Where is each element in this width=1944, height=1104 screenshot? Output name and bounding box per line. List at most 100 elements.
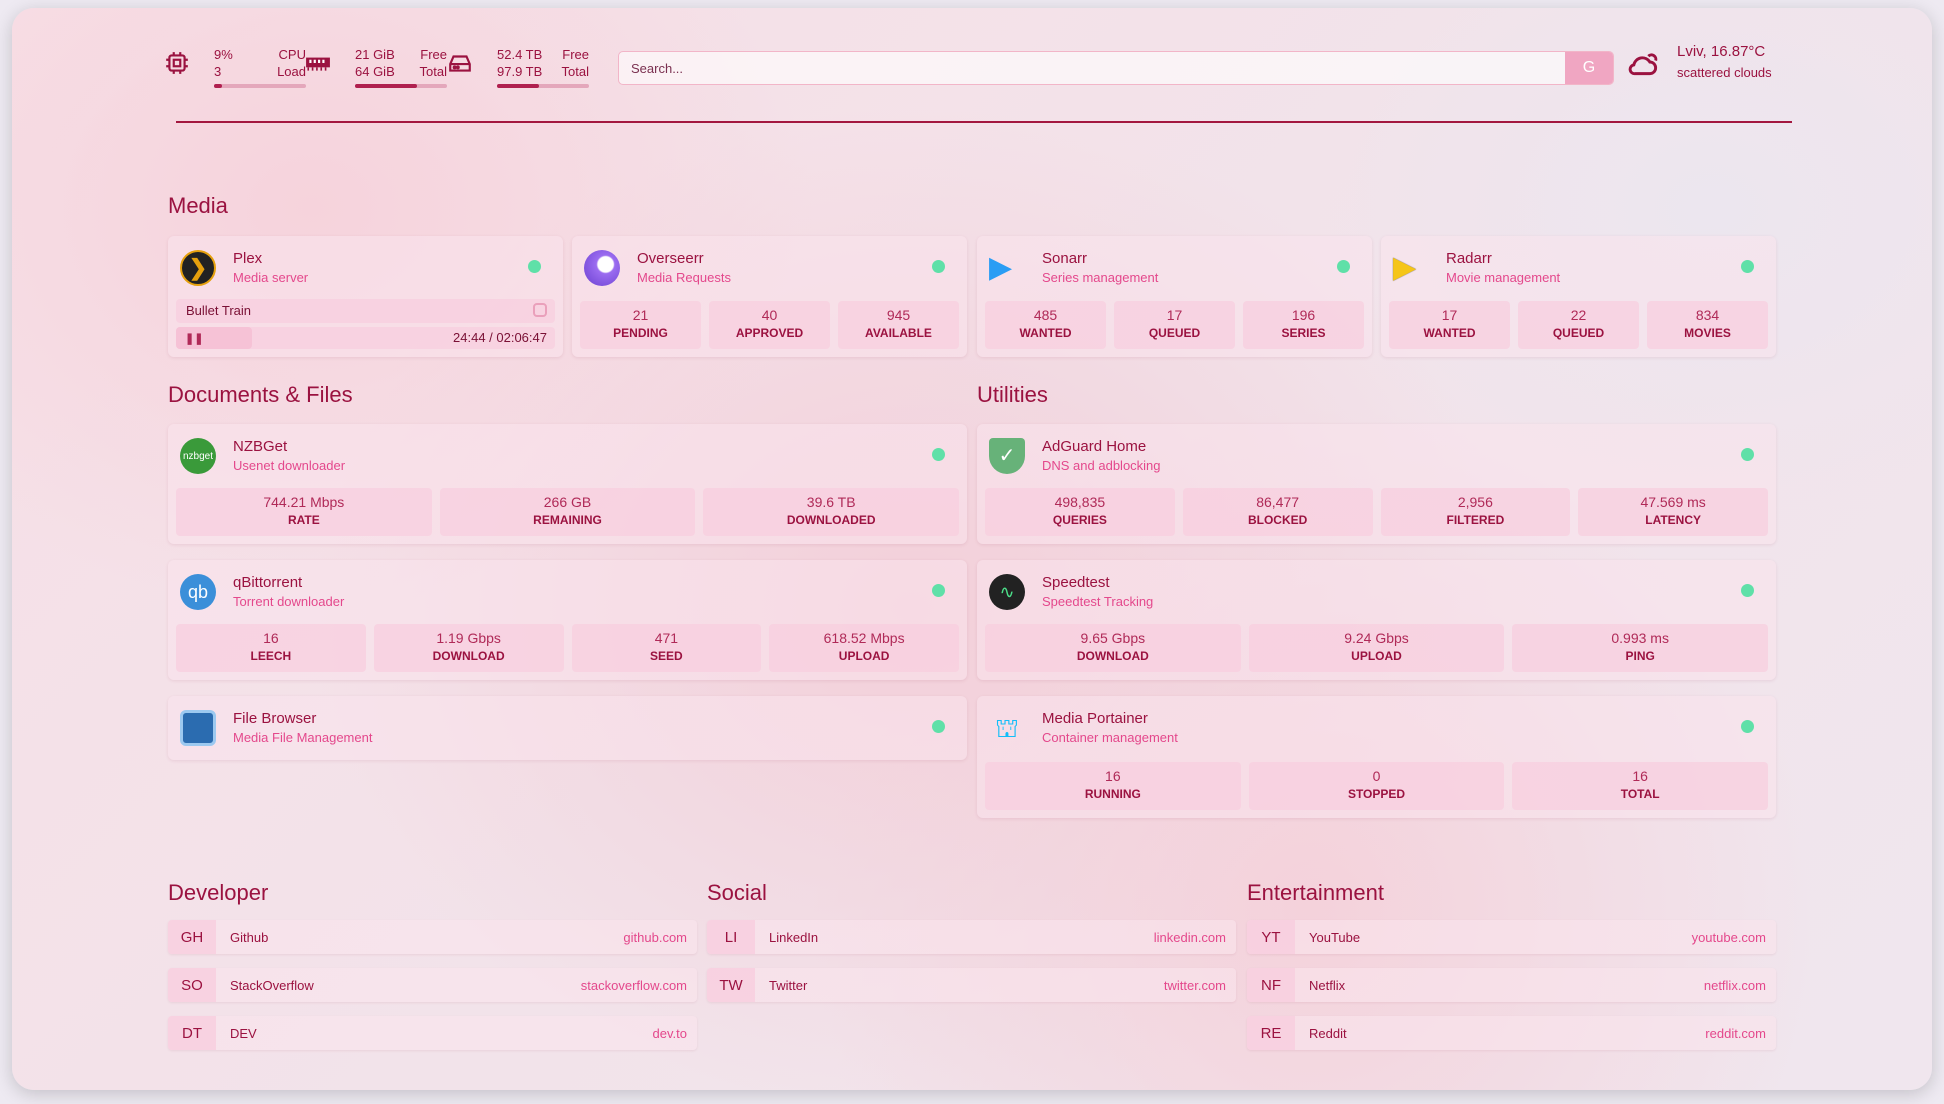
bookmark-url[interactable]: reddit.com [1705, 1025, 1766, 1041]
cloud-sun-icon [1628, 53, 1658, 76]
stat-value: 17 [1166, 307, 1183, 323]
bookmark-url[interactable]: twitter.com [1163, 977, 1226, 993]
stat-value: 0 [1372, 768, 1381, 784]
disk-total-label: Total [561, 64, 589, 79]
memory-bar [355, 84, 447, 88]
stream-icon [533, 303, 547, 317]
weather-condition: scattered clouds [1677, 65, 1772, 80]
stat-value: 9.65 Gbps [1080, 630, 1146, 646]
stat-block: 2,956 FILTERED [1380, 488, 1571, 536]
stat-block: 498,835 QUERIES [985, 488, 1175, 536]
service-card-media-portainer[interactable]: ⛫ Media Portainer Container management 1… [977, 696, 1776, 818]
service-name: Media Portainer [1042, 710, 1148, 727]
stat-value: 39.6 TB [806, 494, 856, 510]
bookmark-url[interactable]: netflix.com [1703, 977, 1766, 993]
stat-label: PENDING [613, 326, 668, 340]
bookmark-name: Twitter [769, 977, 808, 993]
bookmark-url[interactable]: linkedin.com [1153, 929, 1226, 945]
bookmark-abbr: LI [707, 920, 755, 954]
nzbget-icon: nzbget [180, 438, 216, 474]
stat-block: 1.19 Gbps DOWNLOAD [373, 624, 564, 672]
service-card-file-browser[interactable]: File Browser Media File Management [168, 696, 967, 760]
stat-value: 471 [654, 630, 679, 646]
stat-label: DOWNLOAD [1076, 649, 1149, 663]
memory-free-value: 21 GiB [355, 47, 395, 62]
hard-drive-icon [449, 55, 471, 72]
stat-value: 86,477 [1256, 494, 1300, 510]
dashboard: 9% 3 CPU Load 21 GiB 64 GiB Free Total 52.4 TB… [12, 8, 1932, 1090]
service-card-qbittorrent[interactable]: qb qBittorrent Torrent downloader 16 LEEC… [168, 560, 967, 680]
bookmark-url[interactable]: dev.to [652, 1025, 687, 1041]
bookmark-linkedin[interactable]: LI LinkedIn linkedin.com [707, 920, 1236, 954]
stat-label: PING [1625, 649, 1655, 663]
radarr-icon: ▶ [1393, 251, 1417, 284]
service-description: Media server [233, 270, 309, 285]
header-divider [176, 121, 1792, 123]
bookmark-url[interactable]: youtube.com [1691, 929, 1766, 945]
service-description: Media File Management [233, 730, 373, 745]
disk-free-label: Free [562, 47, 589, 62]
service-card-nzbget[interactable]: nzbget NZBGet Usenet downloader 744.21 M… [168, 424, 967, 544]
pause-icon[interactable]: ❚❚ [185, 333, 204, 345]
search-input[interactable] [619, 52, 1565, 84]
stat-label: BLOCKED [1247, 513, 1308, 527]
bookmark-url[interactable]: github.com [623, 929, 687, 945]
bookmark-abbr: YT [1247, 920, 1295, 954]
cpu-value: 9% [214, 47, 233, 62]
bookmark-dev[interactable]: DT DEV dev.to [168, 1016, 697, 1050]
service-card-sonarr[interactable]: ▶ Sonarr Series management 485 WANTED 17 QU… [977, 236, 1372, 357]
cpu-icon [166, 52, 188, 74]
bookmark-github[interactable]: GH Github github.com [168, 920, 697, 954]
stat-label: UPLOAD [1351, 649, 1402, 663]
cpu-label: CPU [278, 47, 306, 62]
status-indicator [1337, 260, 1350, 273]
memory-total-value: 64 GiB [355, 64, 395, 79]
stat-label: QUEUED [1552, 326, 1605, 340]
stat-value: 744.21 Mbps [263, 494, 345, 510]
service-card-adguard-home[interactable]: ✓ AdGuard Home DNS and adblocking 498,83… [977, 424, 1776, 544]
bookmark-reddit[interactable]: RE Reddit reddit.com [1247, 1016, 1776, 1050]
stat-value: 945 [886, 307, 911, 323]
bookmark-abbr: GH [168, 920, 216, 954]
stat-block: 9.24 Gbps UPLOAD [1248, 624, 1505, 672]
bookmark-url[interactable]: stackoverflow.com [580, 977, 687, 993]
bookmark-name: LinkedIn [769, 929, 819, 945]
service-card-radarr[interactable]: ▶ Radarr Movie management 17 WANTED 22 QUEU… [1381, 236, 1776, 357]
stat-block: 834 MOVIES [1647, 301, 1768, 349]
stat-value: 16 [1632, 768, 1648, 784]
search-provider-button[interactable]: G [1565, 52, 1613, 84]
adguard-shield-icon: ✓ [989, 438, 1025, 474]
section-title-social: Social [707, 880, 767, 905]
status-indicator [1741, 584, 1754, 597]
service-description: Container management [1042, 730, 1178, 745]
stat-label: AVAILABLE [865, 326, 932, 340]
stat-block: 17 QUEUED [1114, 301, 1235, 349]
stat-block: 618.52 Mbps UPLOAD [769, 624, 959, 672]
stat-value: 16 [1105, 768, 1121, 784]
service-name: qBittorrent [233, 574, 303, 591]
now-playing-title: Bullet Train [176, 299, 555, 323]
stat-label: UPLOAD [838, 649, 890, 663]
stat-block: 0.993 ms PING [1512, 624, 1769, 672]
playback-bar [176, 327, 555, 349]
cpu-widget: 9% 3 CPU Load [164, 46, 306, 88]
service-card-overseerr[interactable]: Overseerr Media Requests 21 PENDING 40 APPR… [572, 236, 967, 357]
stat-label: LEECH [250, 649, 292, 663]
qbittorrent-icon: qb [180, 574, 216, 610]
service-card-plex[interactable]: ❯ Plex Media server Bullet Train ❚❚ 24:4… [168, 236, 563, 357]
service-name: AdGuard Home [1042, 438, 1147, 455]
stat-value: 0.993 ms [1611, 630, 1669, 646]
bookmark-youtube[interactable]: YT YouTube youtube.com [1247, 920, 1776, 954]
service-card-speedtest[interactable]: ∿ Speedtest Speedtest Tracking 9.65 Gbps… [977, 560, 1776, 680]
stat-block: 471 SEED [571, 624, 762, 672]
file-browser-icon [180, 710, 216, 746]
bookmark-stackoverflow[interactable]: SO StackOverflow stackoverflow.com [168, 968, 697, 1002]
stat-label: SEED [650, 649, 683, 663]
service-name: NZBGet [233, 438, 288, 455]
bookmark-name: Netflix [1309, 977, 1346, 993]
disk-widget: 52.4 TB 97.9 TB Free Total [447, 46, 589, 88]
bookmark-twitter[interactable]: TW Twitter twitter.com [707, 968, 1236, 1002]
stat-block: 21 PENDING [580, 301, 701, 349]
bookmark-netflix[interactable]: NF Netflix netflix.com [1247, 968, 1776, 1002]
service-description: Usenet downloader [233, 458, 346, 473]
